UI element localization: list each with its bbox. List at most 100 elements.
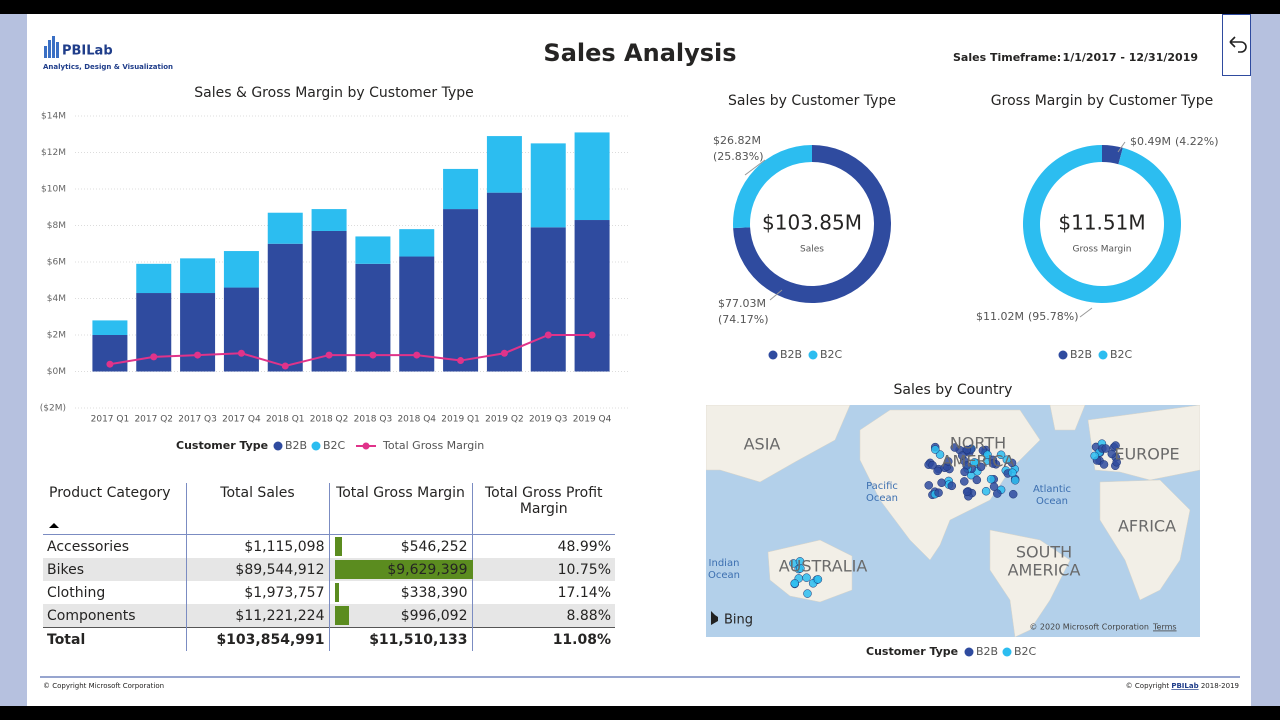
data-label: $77.03M (74.17%) — [718, 297, 769, 326]
location-dot — [796, 564, 805, 573]
legend-label[interactable]: B2C — [323, 439, 346, 452]
back-icon[interactable] — [1229, 36, 1247, 53]
x-tick-label: 2019 Q4 — [573, 415, 612, 425]
cell-text: $546,252 — [400, 538, 468, 555]
page-title: Sales Analysis — [543, 39, 736, 67]
bar-segment — [180, 258, 216, 294]
legend-label[interactable]: B2C — [1110, 348, 1133, 361]
location-dot — [1112, 458, 1121, 467]
legend-label[interactable]: B2C — [1014, 645, 1037, 658]
leader-line — [1117, 141, 1126, 153]
bar-segment — [530, 227, 566, 372]
table-cell: $103,854,991 — [185, 627, 329, 651]
bar-segment — [530, 143, 566, 228]
cell-text: 10.75% — [557, 561, 611, 578]
table-cell: $11,510,133 — [328, 627, 472, 651]
donut-slice[interactable] — [1102, 145, 1123, 165]
land — [706, 405, 851, 483]
map-label: Ocean — [866, 493, 898, 504]
x-tick-label: 2018 Q1 — [266, 415, 305, 425]
table-row: Clothing $1,973,757 $338,390 17.14% — [43, 581, 615, 604]
data-bar — [334, 560, 473, 579]
bar-segment — [443, 168, 479, 210]
location-dot — [1010, 476, 1020, 485]
location-dot — [1008, 489, 1018, 499]
location-dot — [1008, 468, 1017, 478]
map-label: AMERICA — [1008, 561, 1081, 580]
x-tick-label: 2019 Q2 — [485, 415, 524, 425]
table-cell: $1,115,098 — [185, 534, 329, 558]
table-cell: $996,092 — [328, 604, 472, 628]
percent-label: (95.78%) — [1028, 310, 1079, 323]
map-terms[interactable]: Terms — [1152, 623, 1177, 632]
location-dot — [947, 481, 957, 491]
x-tick-label: 2017 Q1 — [91, 415, 130, 425]
y-tick-label: $10M — [41, 185, 66, 195]
leader-line — [744, 159, 766, 176]
location-dot — [993, 489, 1002, 498]
legend-label[interactable]: B2B — [780, 348, 802, 361]
map-label: Atlantic — [1033, 484, 1071, 495]
x-tick-label: 2019 Q3 — [529, 415, 568, 425]
map-label: Ocean — [1036, 496, 1068, 507]
data-bar — [334, 583, 340, 602]
legend-label[interactable]: B2C — [820, 348, 843, 361]
y-tick-label: $2M — [47, 331, 66, 341]
land — [989, 529, 1071, 637]
center-label: $103.85M — [762, 211, 862, 235]
footer-link[interactable]: PBILab — [1171, 682, 1198, 690]
legend-marker — [768, 350, 778, 360]
percent-label: (25.83%) — [713, 150, 764, 163]
column-header[interactable]: Total Sales — [185, 483, 329, 535]
map-label: NORTH — [950, 434, 1006, 453]
column-header[interactable]: Total Gross Margin — [328, 483, 472, 535]
table-visual: Product Category Total Sales Total Gross M… — [43, 483, 615, 651]
value-label: $26.82M — [713, 134, 761, 147]
donut-slice[interactable] — [733, 145, 812, 229]
logo-tagline: Analytics, Design & Visualization — [43, 63, 173, 71]
center-caption: Gross Margin — [1073, 245, 1132, 255]
legend-label[interactable]: B2B — [285, 439, 307, 452]
bar-segment — [355, 236, 391, 264]
table-cell: $11,221,224 — [185, 604, 329, 628]
location-dot — [928, 460, 937, 470]
location-dot — [924, 481, 933, 490]
legend-label[interactable]: B2B — [976, 645, 998, 658]
y-tick-label: $6M — [47, 258, 66, 268]
x-tick-label: 2018 Q2 — [310, 415, 349, 425]
column-header[interactable]: Product Category — [43, 483, 186, 535]
column-header[interactable]: Total Gross Profit Margin — [471, 483, 615, 535]
table-cell: $1,973,757 — [185, 581, 329, 604]
map-label: Indian — [709, 558, 740, 569]
location-dot — [976, 462, 986, 472]
total-row: Total $103,854,991 $11,510,133 11.08% — [43, 627, 615, 651]
cell-text: $1,115,098 — [244, 538, 325, 555]
legend-label[interactable]: Total Gross Margin — [382, 439, 484, 452]
cell-text: Total — [47, 631, 86, 648]
location-dot — [1111, 441, 1120, 450]
legend-label[interactable]: B2B — [1070, 348, 1092, 361]
center-label: $11.51M — [1058, 211, 1145, 235]
location-dot — [931, 445, 940, 454]
center-caption: Sales — [800, 245, 824, 255]
y-tick-label: $0M — [47, 367, 66, 377]
data-bar — [334, 606, 349, 625]
cell-text: 8.88% — [566, 607, 611, 624]
map-label: Pacific — [866, 481, 898, 492]
cell-text: Clothing — [47, 584, 106, 601]
location-dot — [960, 467, 969, 477]
line-marker — [150, 353, 158, 361]
location-dot — [803, 589, 812, 598]
location-dot — [802, 573, 811, 582]
legend-marker — [1002, 647, 1012, 657]
table-cell: Accessories — [43, 535, 186, 559]
map-label: AMERICA — [942, 452, 1015, 471]
footer-right: © Copyright PBILab 2018-2019 — [1126, 682, 1239, 690]
location-dot — [960, 477, 969, 486]
bar-segment — [311, 209, 347, 231]
location-dot — [972, 475, 982, 485]
x-tick-label: 2019 Q1 — [441, 415, 480, 425]
cell-text: 17.14% — [557, 584, 611, 601]
map-label: Ocean — [708, 570, 740, 581]
